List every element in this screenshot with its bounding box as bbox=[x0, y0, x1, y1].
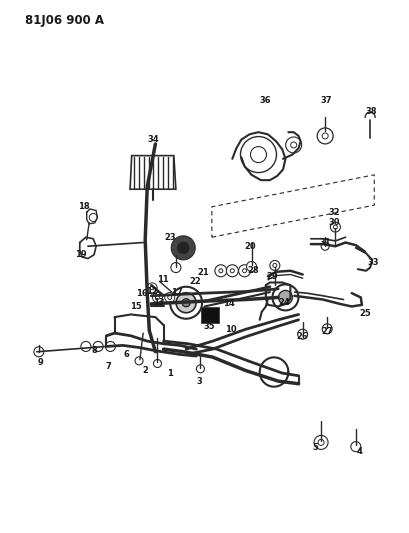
Circle shape bbox=[247, 262, 256, 271]
Circle shape bbox=[333, 225, 337, 229]
Circle shape bbox=[89, 213, 97, 222]
Text: 35: 35 bbox=[204, 322, 215, 330]
Circle shape bbox=[93, 342, 103, 351]
Circle shape bbox=[176, 293, 196, 313]
Circle shape bbox=[153, 293, 162, 302]
Text: 21: 21 bbox=[198, 269, 209, 277]
Text: 36: 36 bbox=[259, 96, 271, 104]
Circle shape bbox=[34, 347, 44, 357]
Text: 26: 26 bbox=[297, 333, 308, 341]
Text: 7: 7 bbox=[106, 362, 111, 371]
Text: 10: 10 bbox=[225, 325, 237, 334]
Circle shape bbox=[81, 342, 91, 351]
Circle shape bbox=[168, 295, 172, 300]
Text: 14: 14 bbox=[223, 300, 235, 308]
Text: 27: 27 bbox=[321, 327, 333, 336]
Text: 20: 20 bbox=[245, 242, 256, 251]
Text: 19: 19 bbox=[75, 251, 87, 259]
Text: 12: 12 bbox=[146, 287, 158, 296]
Circle shape bbox=[243, 269, 247, 273]
Text: 25: 25 bbox=[359, 309, 371, 318]
Text: 18: 18 bbox=[78, 203, 90, 211]
Text: 6: 6 bbox=[124, 350, 130, 359]
Circle shape bbox=[155, 295, 160, 300]
Text: 13: 13 bbox=[153, 298, 164, 307]
Circle shape bbox=[298, 329, 308, 339]
Circle shape bbox=[322, 324, 332, 334]
Circle shape bbox=[171, 236, 195, 260]
Text: 24: 24 bbox=[279, 298, 290, 307]
Text: 4: 4 bbox=[356, 448, 362, 456]
Text: 30: 30 bbox=[329, 219, 340, 227]
Text: 8: 8 bbox=[91, 346, 97, 355]
Circle shape bbox=[285, 137, 302, 153]
Circle shape bbox=[351, 442, 361, 451]
Text: 29: 29 bbox=[266, 272, 278, 280]
Circle shape bbox=[270, 261, 280, 270]
Text: 9: 9 bbox=[37, 358, 43, 367]
Text: 16: 16 bbox=[137, 289, 148, 297]
Circle shape bbox=[177, 242, 189, 254]
Circle shape bbox=[230, 269, 234, 273]
Circle shape bbox=[238, 265, 251, 277]
Text: 15: 15 bbox=[130, 302, 142, 311]
Circle shape bbox=[171, 263, 181, 272]
Circle shape bbox=[272, 285, 299, 310]
Circle shape bbox=[165, 293, 175, 302]
Circle shape bbox=[106, 342, 115, 351]
Text: 38: 38 bbox=[366, 108, 377, 116]
Text: 1: 1 bbox=[167, 369, 173, 377]
Circle shape bbox=[314, 435, 328, 449]
Text: 22: 22 bbox=[190, 277, 201, 286]
Circle shape bbox=[317, 128, 333, 144]
Bar bbox=[200, 308, 218, 324]
Text: 5: 5 bbox=[312, 443, 318, 452]
Circle shape bbox=[226, 265, 238, 277]
Circle shape bbox=[291, 142, 297, 148]
Text: 37: 37 bbox=[321, 96, 332, 104]
Circle shape bbox=[321, 242, 329, 251]
Circle shape bbox=[240, 136, 276, 173]
Text: 11: 11 bbox=[157, 276, 169, 284]
Text: 3: 3 bbox=[197, 377, 202, 385]
Circle shape bbox=[150, 286, 154, 290]
Circle shape bbox=[219, 269, 223, 273]
Circle shape bbox=[330, 222, 340, 232]
Circle shape bbox=[135, 357, 143, 365]
Text: 34: 34 bbox=[148, 135, 159, 144]
Text: 33: 33 bbox=[367, 258, 379, 266]
Text: 31: 31 bbox=[319, 238, 331, 247]
Text: 28: 28 bbox=[247, 266, 258, 275]
Circle shape bbox=[153, 359, 162, 368]
Text: 81J06 900 A: 81J06 900 A bbox=[25, 14, 103, 27]
Circle shape bbox=[196, 365, 204, 373]
Circle shape bbox=[215, 265, 227, 277]
Circle shape bbox=[318, 439, 324, 446]
Text: 23: 23 bbox=[164, 233, 175, 241]
Text: 17: 17 bbox=[171, 288, 182, 296]
Polygon shape bbox=[130, 156, 176, 189]
Circle shape bbox=[322, 133, 328, 139]
Circle shape bbox=[250, 147, 267, 163]
Text: 32: 32 bbox=[329, 208, 340, 216]
Circle shape bbox=[170, 287, 202, 319]
Text: 2: 2 bbox=[142, 366, 148, 375]
Circle shape bbox=[279, 290, 292, 304]
Circle shape bbox=[273, 263, 277, 268]
Circle shape bbox=[147, 283, 157, 293]
Circle shape bbox=[182, 298, 190, 307]
